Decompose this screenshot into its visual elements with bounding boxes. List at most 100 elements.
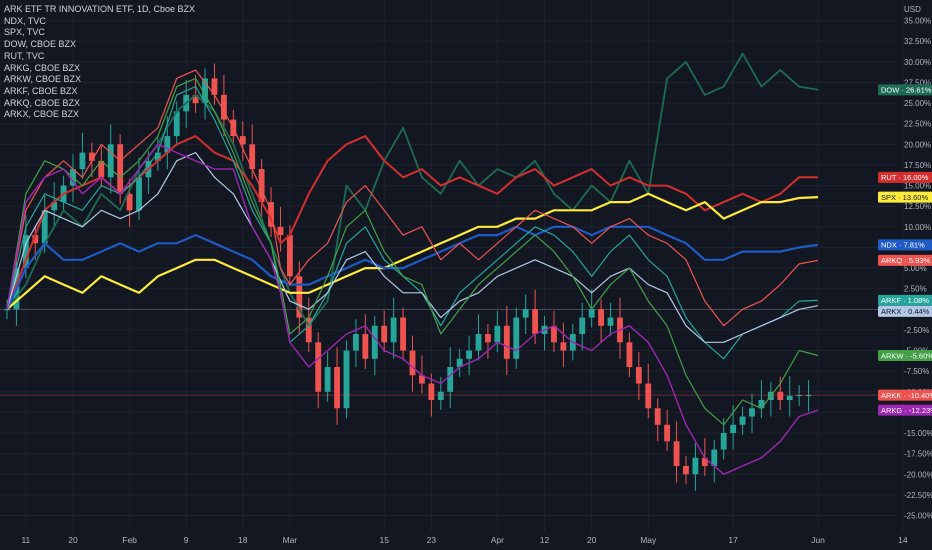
value-tag-bg (878, 294, 932, 306)
y-tick-label: -2.50% (904, 326, 929, 335)
candle-body (88, 152, 95, 161)
series-line-rut (6, 135, 818, 310)
value-tag-text: ARKX · 0.44% (881, 307, 930, 316)
candle-body (371, 325, 378, 359)
x-tick-label: 15 (379, 535, 389, 545)
candle-body (324, 367, 331, 392)
y-tick-label: -7.50% (904, 367, 929, 376)
value-tag-text: NDX · 7.81% (881, 241, 925, 250)
y-tick-label: -17.50% (904, 450, 932, 459)
candle-body (220, 94, 227, 120)
x-tick-label: 9 (184, 535, 189, 545)
candle-body (32, 235, 39, 244)
candle-body (98, 160, 105, 178)
candle-body (79, 152, 86, 170)
y-tick-label: 22.50% (904, 120, 931, 129)
value-tag-bg (878, 305, 932, 317)
candle-body (598, 309, 605, 326)
candle-body (513, 317, 520, 359)
y-tick-label: 30.00% (904, 58, 931, 67)
legend-item-arkw: ARKW, CBOE BZX (4, 74, 82, 85)
candle-body (758, 400, 765, 409)
candle-body (286, 235, 293, 277)
candle-body (362, 334, 369, 359)
candle-body (503, 325, 510, 359)
y-tick-label: 2.50% (904, 285, 927, 294)
value-tag-bg (878, 171, 932, 183)
candle-body (777, 391, 784, 401)
value-tag-rut: RUT · 16.00% (878, 171, 932, 183)
legend-item-spx: SPX, TVC (4, 27, 45, 38)
y-tick-label: 15.00% (904, 182, 931, 191)
series-line-ndx (6, 225, 819, 310)
candle-body (51, 202, 58, 211)
series-line-arkw (6, 77, 819, 426)
candle-body (805, 395, 812, 397)
x-tick-label: 11 (21, 535, 30, 545)
candle-body (607, 317, 614, 326)
candle-body (551, 325, 557, 343)
legend-item-arkq: ARKQ, CBOE BZX (4, 97, 81, 108)
candle-body (4, 309, 10, 311)
candle-body (409, 350, 416, 376)
value-tag-text: ARKK · -10.40% (881, 391, 932, 400)
value-tag-spx: SPX · 13.60% (878, 191, 932, 203)
value-tag-ndx: NDX · 7.81% (878, 239, 932, 251)
candle-body (305, 317, 312, 343)
x-tick-label: Mar (283, 535, 298, 545)
candle-body (202, 78, 208, 104)
x-tick-label: 12 (540, 535, 550, 545)
candle-body (117, 144, 124, 194)
y-tick-label: -15.00% (904, 429, 932, 438)
value-tag-arkq: ARKQ · 5.93% (878, 254, 932, 266)
value-tag-bg (878, 349, 932, 361)
x-tick-label: 20 (587, 535, 597, 545)
series-line-arkf (6, 86, 819, 360)
x-tick-label: 17 (728, 535, 738, 545)
legend-item-rut: RUT, TVC (4, 50, 45, 61)
candle-body (522, 309, 529, 318)
candle-body (437, 391, 444, 401)
candle-body (475, 334, 482, 351)
series-line-arkq (6, 69, 819, 327)
legend-item-dow: DOW, CBOE BZX (4, 39, 77, 50)
candle-body (739, 416, 746, 425)
x-tick-label: 20 (68, 535, 78, 545)
candle-body (352, 334, 359, 351)
y-tick-label: 17.50% (904, 161, 931, 170)
candle-body (211, 78, 218, 95)
value-tag-arkg: ARKG · -12.23% (878, 404, 932, 416)
value-tag-arkw: ARKW · -5.60% (878, 349, 932, 361)
candle-body (560, 342, 567, 351)
value-tag-text: SPX · 13.60% (881, 193, 928, 202)
candle-body (711, 449, 718, 467)
candle-body (720, 433, 727, 450)
y-tick-label: 20.00% (904, 140, 931, 149)
legend-title: ARK ETF TR INNOVATION ETF, 1D, Cboe BZX (4, 4, 196, 14)
value-tag-text: ARKF · 1.08% (881, 296, 929, 305)
candle-body (315, 342, 322, 392)
x-tick-label: Feb (122, 535, 137, 545)
y-tick-label: -20.00% (904, 470, 932, 479)
series-line-arkx (6, 152, 819, 343)
x-tick-label: Apr (491, 535, 504, 545)
candle-body (390, 317, 397, 343)
candle-body (494, 325, 501, 343)
value-tag-arkf: ARKF · 1.08% (878, 294, 932, 306)
x-tick-label: May (640, 535, 657, 545)
legend-item-arkg: ARKG, CBOE BZX (4, 62, 81, 73)
candle-body (277, 226, 284, 236)
value-tag-bg (878, 254, 932, 266)
legend-item-ndx: NDX, TVC (4, 15, 46, 26)
candle-body (192, 94, 199, 104)
candle-body (683, 466, 689, 475)
candle-body (154, 152, 161, 161)
candle-body (296, 276, 303, 318)
candle-body (701, 457, 708, 467)
candle-body (126, 193, 133, 211)
legend-item-arkf: ARKF, CBOE BZX (4, 85, 78, 96)
candle-body (692, 457, 699, 475)
candle-body (485, 334, 491, 343)
candle-body (447, 367, 454, 392)
candle-body (41, 210, 48, 244)
